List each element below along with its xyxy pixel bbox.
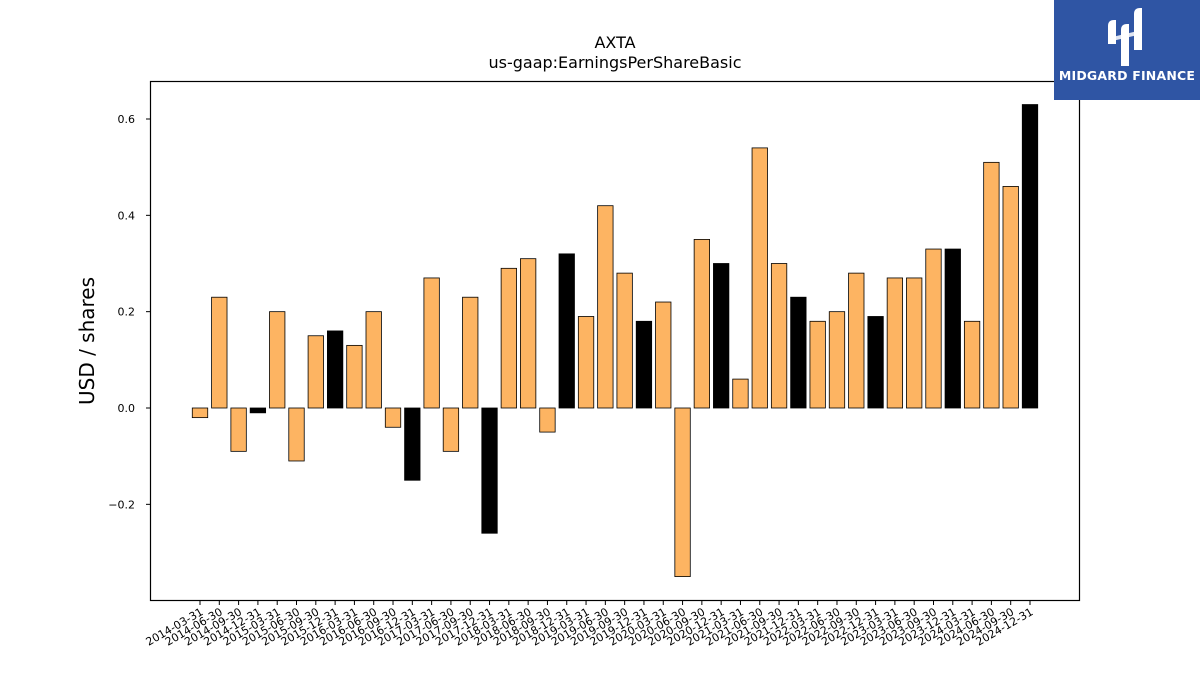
bar-2017-06-30 — [442, 407, 460, 452]
bar-2019-09-30 — [616, 272, 633, 409]
bar-2024-03-31 — [963, 320, 981, 409]
bar-2017-09-30 — [462, 296, 479, 409]
midgard-logo-icon — [1108, 8, 1142, 66]
chart-subtitle: us-gaap:EarningsPerShareBasic — [488, 53, 741, 72]
y-tick-label: 0.2 — [118, 306, 136, 319]
bar-2018-06-30 — [520, 258, 537, 409]
bar-2016-09-30 — [384, 407, 402, 428]
x-axis: 2014-03-312014-06-302014-09-302014-12-31… — [144, 600, 1036, 649]
bar-2021-03-31 — [732, 378, 749, 409]
bar-2023-09-30 — [925, 248, 942, 409]
bar-2024-12-31 — [1021, 104, 1039, 409]
bar-2020-06-30 — [674, 407, 691, 577]
bar-2014-12-31 — [249, 407, 267, 414]
bar-2014-03-31 — [191, 407, 209, 419]
bar-2017-12-31 — [481, 407, 498, 534]
bar-2015-09-30 — [307, 335, 324, 409]
bar-2022-03-31 — [809, 320, 826, 409]
bar-2019-06-30 — [597, 205, 614, 409]
bar-2020-03-31 — [655, 301, 672, 409]
bar-2016-12-31 — [404, 407, 421, 481]
bar-2023-03-31 — [886, 277, 903, 409]
y-tick-label: 0.4 — [118, 209, 136, 222]
midgard-finance-logo: MIDGARD FINANCE — [1054, 0, 1200, 100]
bar-2019-03-31 — [577, 316, 595, 409]
bar-2015-06-30 — [288, 407, 305, 462]
bar-2021-12-31 — [790, 296, 807, 409]
bar-2022-12-31 — [867, 316, 884, 409]
bar-2016-03-31 — [346, 344, 363, 409]
chart-title: AXTA — [594, 33, 635, 52]
bar-2023-06-30 — [906, 277, 923, 409]
bar-2018-12-31 — [558, 253, 575, 409]
bar-2021-06-30 — [751, 147, 768, 409]
y-tick-label: 0.6 — [118, 113, 136, 126]
bar-2020-12-31 — [713, 263, 730, 409]
bar-2019-12-31 — [635, 320, 653, 409]
logo-text: MIDGARD FINANCE — [1058, 68, 1196, 83]
bar-2020-09-30 — [693, 239, 710, 409]
bar-2022-06-30 — [828, 311, 846, 409]
bar-2024-09-30 — [1002, 186, 1019, 409]
bar-2018-03-31 — [500, 267, 517, 409]
plot-frame — [149, 80, 1081, 602]
bar-2015-12-31 — [326, 330, 344, 409]
bar-2024-06-30 — [983, 161, 1000, 409]
y-tick-label: −0.2 — [108, 498, 135, 511]
bar-2023-12-31 — [944, 248, 961, 409]
bar-2022-09-30 — [848, 272, 865, 409]
bar-2017-03-31 — [423, 277, 440, 409]
bar-2014-06-30 — [211, 296, 228, 409]
bar-2015-03-31 — [269, 311, 286, 409]
bars-layer — [191, 104, 1039, 577]
y-axis: −0.2 0.0 0.2 0.4 0.6 — [108, 113, 151, 511]
y-axis-label: USD / shares — [75, 277, 99, 405]
bar-2016-06-30 — [365, 311, 382, 409]
bar-2018-09-30 — [539, 407, 556, 433]
y-tick-label: 0.0 — [118, 402, 136, 415]
bar-2021-09-30 — [770, 263, 788, 409]
bar-2014-09-30 — [230, 407, 247, 452]
